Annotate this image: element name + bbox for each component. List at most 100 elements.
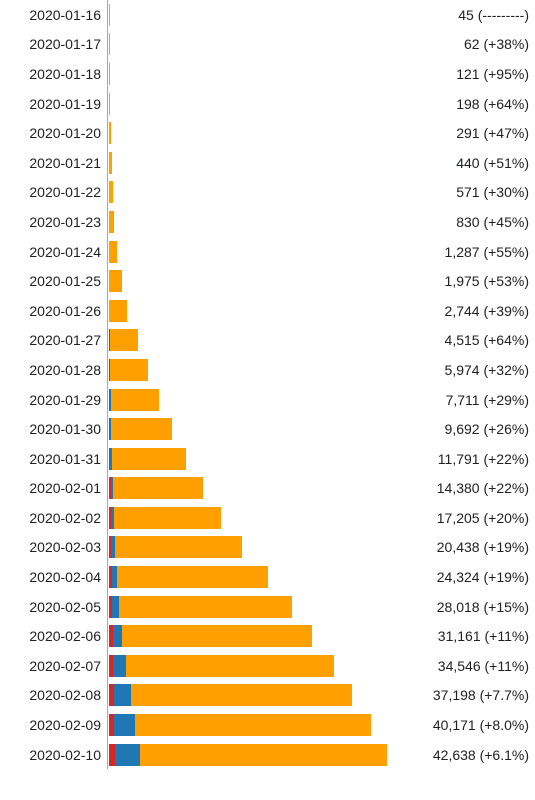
stacked-bar [109, 596, 292, 618]
value-label: 37,198 (+7.7%) [388, 681, 535, 711]
bar-track [108, 0, 388, 30]
value-label: 20,438 (+19%) [388, 533, 535, 563]
chart-row: 2020-01-18 121 (+95%) [0, 59, 535, 89]
chart-row: 2020-01-19198 (+64%) [0, 89, 535, 119]
chart-row: 2020-01-22571 (+30%) [0, 178, 535, 208]
date-label: 2020-01-29 [0, 385, 108, 415]
bar-track [108, 266, 388, 296]
value-label: 2,744 (+39%) [388, 296, 535, 326]
bar-track [108, 740, 388, 770]
chart-row: 2020-02-06 31,161 (+11%) [0, 621, 535, 651]
date-label: 2020-02-02 [0, 503, 108, 533]
bar-segment-active [109, 152, 112, 174]
value-label: 40,171 (+8.0%) [388, 710, 535, 740]
value-label: 9,692 (+26%) [388, 414, 535, 444]
value-label: 7,711 (+29%) [388, 385, 535, 415]
bar-segment-active [119, 596, 291, 618]
value-label: 17,205 (+20%) [388, 503, 535, 533]
stacked-bar [109, 625, 312, 647]
bar-segment-active [109, 211, 114, 233]
bar-segment-recovered [113, 625, 123, 647]
bar-segment-recovered [114, 684, 131, 706]
bar-track [108, 710, 388, 740]
chart-row: 2020-01-25 1,975 (+53%) [0, 266, 535, 296]
bar-segment-recovered [113, 655, 126, 677]
chart-row: 2020-01-28 5,974 (+32%) [0, 355, 535, 385]
date-label: 2020-01-31 [0, 444, 108, 474]
value-label: 42,638 (+6.1%) [388, 740, 535, 770]
bar-track [108, 562, 388, 592]
chart-row: 2020-01-1762 (+38%) [0, 30, 535, 60]
chart-row: 2020-01-29 7,711 (+29%) [0, 385, 535, 415]
bar-segment-active [114, 507, 221, 529]
value-label: 291 (+47%) [388, 118, 535, 148]
bar-track [108, 148, 388, 178]
chart-row: 2020-01-20291 (+47%) [0, 118, 535, 148]
chart-row: 2020-01-23 830 (+45%) [0, 207, 535, 237]
date-label: 2020-01-23 [0, 207, 108, 237]
bar-track [108, 237, 388, 267]
stacked-bar [109, 122, 111, 144]
bar-segment-active [113, 477, 203, 499]
chart-row: 2020-01-3111,791 (+22%) [0, 444, 535, 474]
bar-segment-active [109, 122, 111, 144]
date-label: 2020-02-04 [0, 562, 108, 592]
value-label: 31,161 (+11%) [388, 621, 535, 651]
value-label: 121 (+95%) [388, 59, 535, 89]
value-label: 34,546 (+11%) [388, 651, 535, 681]
bar-segment-active [140, 744, 387, 766]
stacked-bar [109, 63, 110, 85]
value-label: 4,515 (+64%) [388, 326, 535, 356]
date-label: 2020-01-19 [0, 89, 108, 119]
date-label: 2020-01-25 [0, 266, 108, 296]
bar-track [108, 296, 388, 326]
bar-segment-recovered [112, 596, 119, 618]
bar-segment-active [135, 714, 371, 736]
bar-track [108, 621, 388, 651]
bar-segment-active [126, 655, 334, 677]
date-label: 2020-02-06 [0, 621, 108, 651]
stacked-bar [109, 389, 159, 411]
chart-row: 2020-01-309,692 (+26%) [0, 414, 535, 444]
stacked-bar [109, 359, 148, 381]
bar-track [108, 118, 388, 148]
bar-segment-active [109, 63, 110, 85]
bar-segment-active [110, 329, 139, 351]
value-label: 830 (+45%) [388, 207, 535, 237]
bar-segment-active [122, 625, 312, 647]
bar-segment-active [131, 684, 352, 706]
value-label: 14,380 (+22%) [388, 474, 535, 504]
bar-segment-recovered [114, 714, 135, 736]
bar-track [108, 59, 388, 89]
bar-segment-active [109, 241, 117, 263]
date-label: 2020-01-21 [0, 148, 108, 178]
value-label: 28,018 (+15%) [388, 592, 535, 622]
stacked-bar [109, 329, 138, 351]
bar-track [108, 326, 388, 356]
stacked-bar [109, 152, 112, 174]
stacked-bar [109, 566, 268, 588]
date-label: 2020-01-24 [0, 237, 108, 267]
stacked-bar [109, 181, 113, 203]
bar-track [108, 207, 388, 237]
date-label: 2020-01-27 [0, 326, 108, 356]
value-label: 24,324 (+19%) [388, 562, 535, 592]
date-label: 2020-02-03 [0, 533, 108, 563]
bar-track [108, 474, 388, 504]
bar-track [108, 385, 388, 415]
value-label: 1,975 (+53%) [388, 266, 535, 296]
date-label: 2020-01-18 [0, 59, 108, 89]
date-label: 2020-02-09 [0, 710, 108, 740]
bar-segment-active [117, 566, 267, 588]
bar-segment-active [111, 418, 172, 440]
bar-track [108, 681, 388, 711]
date-label: 2020-02-10 [0, 740, 108, 770]
chart-row: 2020-02-09 40,171 (+8.0%) [0, 710, 535, 740]
bar-segment-active [110, 359, 148, 381]
value-label: 5,974 (+32%) [388, 355, 535, 385]
bar-track [108, 651, 388, 681]
value-label: 1,287 (+55%) [388, 237, 535, 267]
bar-segment-active [111, 389, 160, 411]
stacked-bar [109, 744, 387, 766]
date-label: 2020-01-28 [0, 355, 108, 385]
